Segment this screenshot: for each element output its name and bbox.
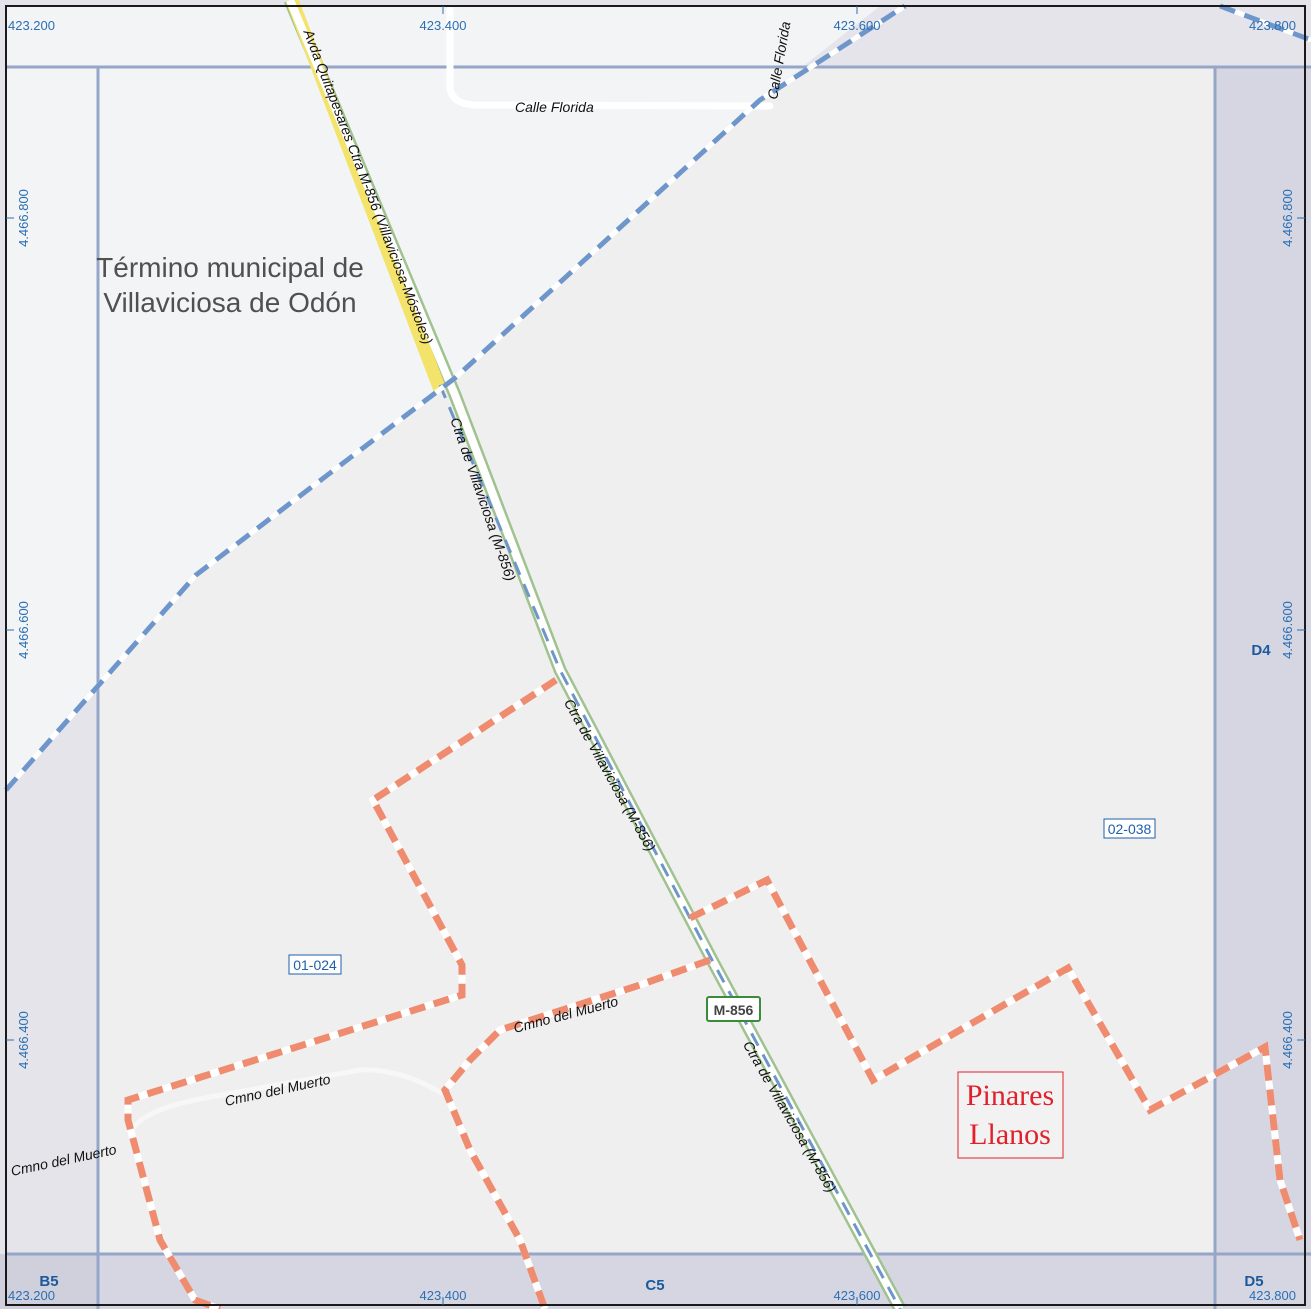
road-shield-box: [706, 996, 761, 1022]
section-code-01-024[interactable]: 01-024: [293, 957, 337, 973]
section-code-box-01-024: [288, 954, 342, 975]
place-name-box: [957, 1071, 1064, 1159]
section-code-02-038[interactable]: 02-038: [1108, 821, 1152, 837]
y-tick-right-3: 4.466.400: [1280, 1011, 1295, 1069]
municipal-boundary: [4, 3, 1311, 792]
district-boundaries: [124, 677, 1304, 1309]
calle-florida-street[interactable]: [446, 6, 774, 110]
place-name-line2: Llanos: [969, 1118, 1051, 1151]
grid-cell-d5[interactable]: D5: [1244, 1273, 1263, 1290]
grid-cell-c5[interactable]: C5: [645, 1277, 664, 1294]
y-tick-left-1: 4.466.800: [16, 189, 31, 247]
municipality-label-line2: Villaviciosa de Odón: [103, 287, 356, 318]
grid-cell-b5[interactable]: B5: [39, 1273, 58, 1290]
x-tick-bottom-1: 423.200: [8, 1288, 55, 1303]
x-tick-top-4: 423.800: [1249, 18, 1296, 33]
x-tick-bottom-3: 423.600: [834, 1288, 881, 1303]
sheet-border: [5, 5, 1306, 1306]
y-tick-left-2: 4.466.600: [16, 601, 31, 659]
y-tick-right-2: 4.466.600: [1280, 601, 1295, 659]
x-tick-top-3: 423.600: [834, 18, 881, 33]
place-name-line1: Pinares: [966, 1079, 1054, 1112]
right-margin-band: [1215, 67, 1311, 1309]
bottom-left-corner: [0, 1254, 98, 1309]
northwest-zone: [6, 6, 880, 790]
y-tick-right-1: 4.466.800: [1280, 189, 1295, 247]
bottom-margin-band: [0, 1254, 1311, 1309]
y-tick-left-3: 4.466.400: [16, 1011, 31, 1069]
x-tick-bottom-2: 423.400: [420, 1288, 467, 1303]
road-centerline-boundary: [438, 384, 902, 1309]
x-tick-bottom-4: 423.800: [1249, 1288, 1296, 1303]
x-tick-top-1: 423.200: [8, 18, 55, 33]
road-shield-m856[interactable]: M-856: [714, 1002, 754, 1018]
section-code-box-02-038: [1103, 818, 1156, 839]
grid-cell-d4[interactable]: D4: [1251, 642, 1271, 659]
street-label-calle-florida-h: Calle Florida: [515, 99, 594, 115]
municipality-label-line1: Término municipal de: [96, 252, 364, 283]
cmno-del-muerto-path[interactable]: [132, 1067, 448, 1129]
tick-marks: [6, 6, 1305, 1305]
x-tick-top-2: 423.400: [420, 18, 467, 33]
